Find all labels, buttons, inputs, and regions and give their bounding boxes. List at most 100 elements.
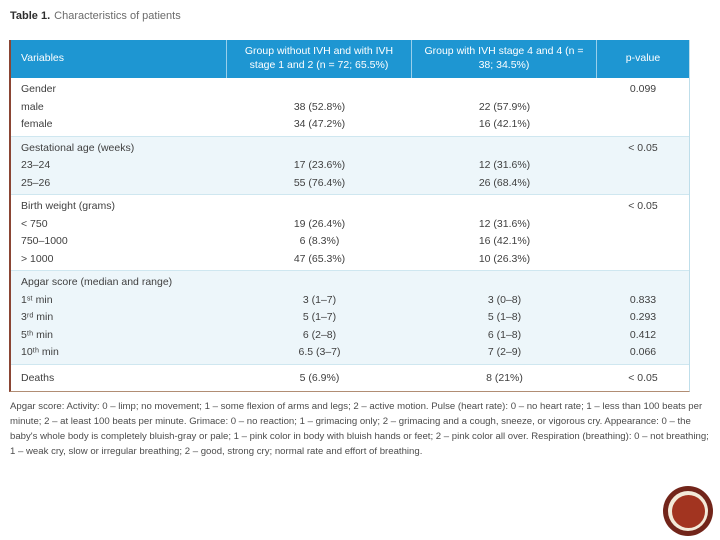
cell-value: 34 (47.2%) [293,118,346,130]
cell-value: 12 (31.6%) [478,159,531,171]
cell-value: 55 (76.4%) [293,176,346,189]
cell-value: 19 (26.4%) [293,217,346,230]
cell-value [227,140,412,158]
cell-value: 16 (42.1%) [478,118,531,130]
table-row: Gender 0.099 [11,81,689,99]
cell-value: 38 (52.8%) [293,100,346,113]
cell-variable: < 750 [21,217,48,230]
cell-value: 22 (57.9%) [478,100,531,113]
cell-value: 10 (26.3%) [478,252,531,265]
cell-variable: Deaths [21,371,55,384]
cell-value [412,198,597,216]
cell-variable: 3ʳᵈ min [21,311,54,323]
table-row: Deaths 5 (6.9%) 8 (21%) < 0.05 [11,370,689,388]
table-row: 750–1000 6 (8.3%) 16 (42.1%) [11,233,689,251]
table-row: 23–24 17 (23.6%) 12 (31.6%) [11,157,689,175]
cell-variable: female [21,118,53,130]
cell-value: 3 (0–8) [487,293,522,306]
table-header-row: Variables Group without IVH and with IVH… [11,40,689,78]
table-section: Apgar score (median and range) 1ˢᵗ min 3 (… [11,270,689,364]
cell-value: 3 (1–7) [302,293,337,306]
cell-value: 7 (2–9) [487,346,522,358]
table-row: male 38 (52.8%) 22 (57.9%) [11,99,689,117]
footnote: Apgar score: Activity: 0 – limp; no move… [10,401,709,457]
table-section: Deaths 5 (6.9%) 8 (21%) < 0.05 [11,363,689,392]
decorative-circle-ring [668,491,708,531]
table-row: < 750 19 (26.4%) 12 (31.6%) [11,216,689,234]
cell-pvalue [597,157,689,175]
cell-variable: 1ˢᵗ min [21,293,53,306]
cell-value: 5 (6.9%) [299,371,340,384]
table-row: 3ʳᵈ min 5 (1–7) 5 (1–8) 0.293 [11,309,689,327]
table-row: 1ˢᵗ min 3 (1–7) 3 (0–8) 0.833 [11,292,689,310]
cell-value: 6 (8.3%) [299,235,340,247]
cell-variable: 23–24 [21,159,51,171]
table-title: Table 1. Characteristics of patients [10,10,181,22]
cell-variable: 750–1000 [21,235,68,247]
cell-variable: Birth weight (grams) [21,200,115,212]
cell-pvalue [597,274,689,292]
cell-pvalue: < 0.05 [628,200,658,212]
cell-value: 16 (42.1%) [478,235,531,247]
cell-pvalue: 0.066 [629,346,657,358]
cell-variable: Gestational age (weeks) [21,141,135,154]
cell-variable: male [21,100,44,113]
cell-value [227,274,412,292]
cell-pvalue [597,233,689,251]
cell-pvalue [597,216,689,234]
column-header-group-ivh: Group with IVH stage 4 and 4 (n = 38; 34… [412,40,597,78]
decorative-circle [663,486,713,536]
cell-pvalue: < 0.05 [628,141,658,154]
table-title-label: Table 1. [10,10,51,22]
patients-table: Variables Group without IVH and with IVH… [9,40,690,392]
table-title-text: Characteristics of patients [54,10,181,22]
cell-pvalue: < 0.05 [628,371,658,384]
table-row: Apgar score (median and range) [11,274,689,292]
cell-value [227,81,412,99]
table-row: 10ᵗʰ min 6.5 (3–7) 7 (2–9) 0.066 [11,344,689,362]
table-section: Birth weight (grams) < 0.05 < 750 19 (26.4%… [11,194,689,270]
cell-pvalue: 0.099 [629,83,657,95]
cell-variable: 5ᵗʰ min [21,328,54,341]
cell-value: 5 (1–7) [302,311,337,323]
cell-value: 26 (68.4%) [478,176,531,189]
cell-value: 8 (21%) [486,371,523,384]
table-section: Gender 0.099 male 38 (52.8%) 22 (57.9%) femal… [11,78,689,136]
table-row: > 1000 47 (65.3%) 10 (26.3%) [11,251,689,269]
table-row: 5ᵗʰ min 6 (2–8) 6 (1–8) 0.412 [11,327,689,345]
cell-value: 17 (23.6%) [293,159,346,171]
cell-variable: Apgar score (median and range) [21,276,173,288]
cell-value: 47 (65.3%) [293,252,346,265]
cell-pvalue [597,175,689,193]
cell-pvalue [597,251,689,269]
decorative-circle-core [671,494,705,528]
cell-pvalue [597,99,689,117]
cell-value [412,274,597,292]
cell-value: 12 (31.6%) [478,217,531,230]
table-body: Gender 0.099 male 38 (52.8%) 22 (57.9%) femal… [11,78,689,391]
cell-pvalue: 0.293 [629,311,657,323]
cell-value [412,140,597,158]
cell-pvalue [597,116,689,134]
cell-pvalue: 0.833 [629,293,657,306]
cell-value: 6 (2–8) [302,328,337,341]
cell-variable: > 1000 [21,252,54,265]
table-row: 25–26 55 (76.4%) 26 (68.4%) [11,175,689,193]
cell-variable: Gender [21,83,57,95]
table-row: female 34 (47.2%) 16 (42.1%) [11,116,689,134]
column-header-group-no-ivh: Group without IVH and with IVH stage 1 a… [227,40,412,78]
column-header-pvalue: p-value [625,52,661,65]
cell-pvalue: 0.412 [629,328,657,341]
cell-value: 6.5 (3–7) [298,346,341,358]
table-row: Birth weight (grams) < 0.05 [11,198,689,216]
cell-variable: 10ᵗʰ min [21,346,59,358]
table-row: Gestational age (weeks) < 0.05 [11,140,689,158]
cell-value: 6 (1–8) [487,328,522,341]
cell-variable: 25–26 [21,176,51,189]
column-header-variables: Variables [11,40,227,78]
cell-value: 5 (1–8) [487,311,522,323]
table-section: Gestational age (weeks) < 0.05 23–24 17 (23… [11,135,689,194]
cell-value [227,198,412,216]
cell-value [412,81,597,99]
